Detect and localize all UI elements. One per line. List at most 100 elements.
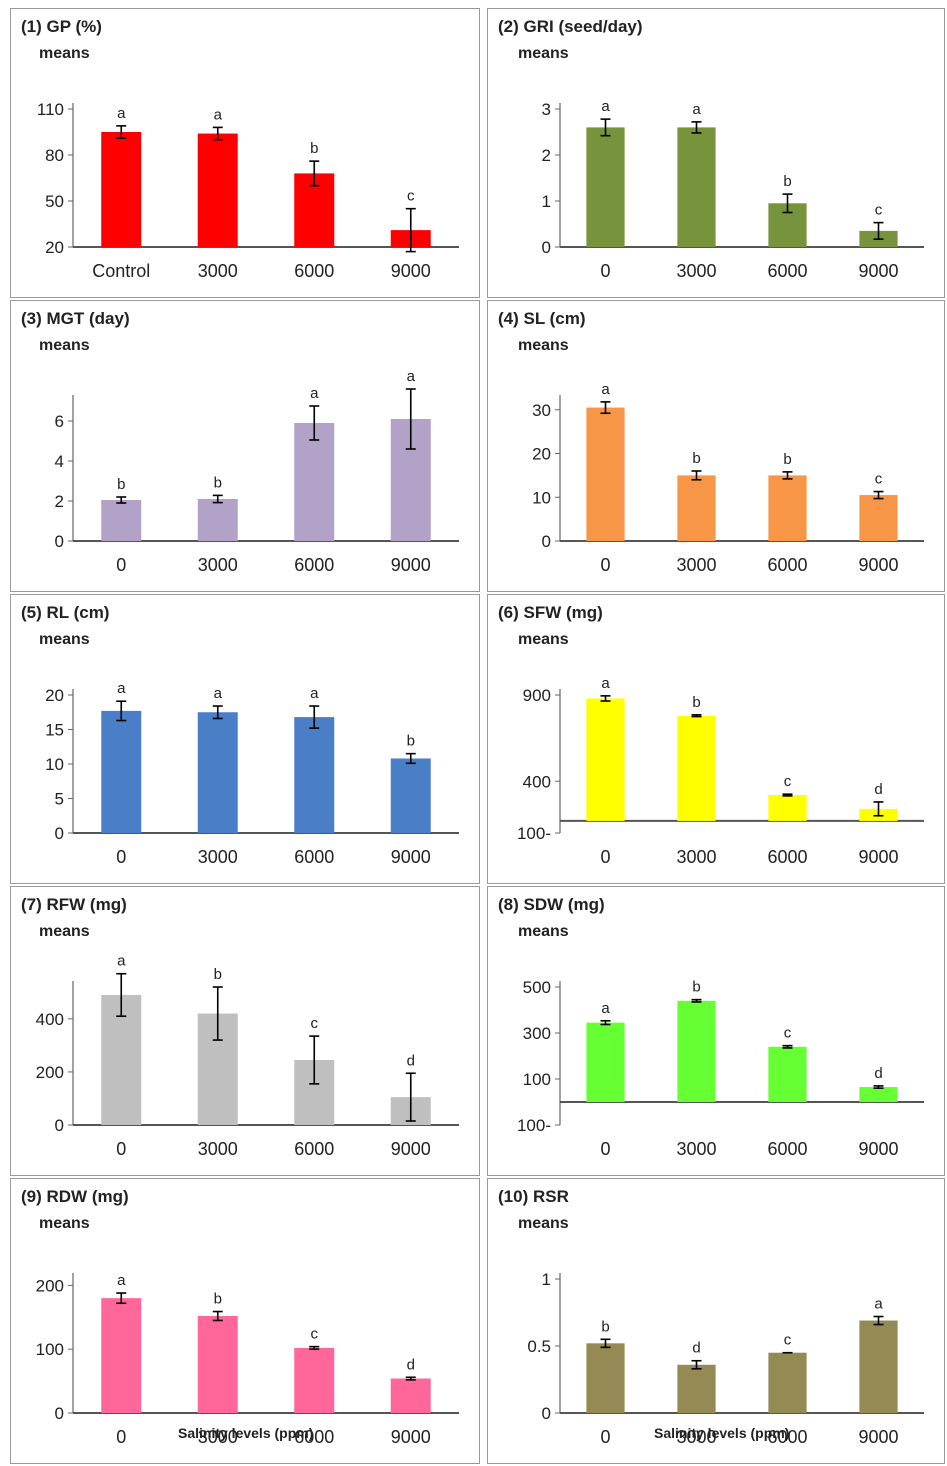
y-axis-label: means bbox=[518, 631, 569, 648]
y-tick-label: 5 bbox=[55, 790, 64, 809]
bar bbox=[677, 1000, 716, 1102]
significance-letter: a bbox=[117, 105, 126, 122]
significance-letter: a bbox=[310, 385, 319, 402]
bar bbox=[101, 132, 142, 247]
x-tick-label: 6000 bbox=[294, 555, 334, 575]
error-bar bbox=[212, 126, 223, 141]
significance-letter: d bbox=[874, 781, 882, 798]
bar bbox=[197, 133, 238, 247]
error-bar bbox=[873, 1315, 884, 1326]
x-tick-label: 9000 bbox=[858, 261, 898, 281]
x-tick-label: 3000 bbox=[676, 261, 716, 281]
error-bar bbox=[782, 193, 793, 214]
bar bbox=[390, 758, 431, 833]
error-bar bbox=[116, 972, 127, 1017]
y-axis-label: means bbox=[39, 631, 90, 648]
error-bar bbox=[309, 160, 320, 187]
y-tick-label: 20 bbox=[532, 445, 551, 464]
x-tick-label: 3000 bbox=[676, 847, 716, 867]
chart-panel-9: (9) RDW (mg) means 0 100 200 a 0 b 3000 c 6000 d 900… bbox=[10, 1178, 480, 1464]
error-bar bbox=[116, 1292, 127, 1305]
bar bbox=[768, 1046, 807, 1102]
x-tick-label: 6000 bbox=[767, 555, 807, 575]
x-tick-label: 9000 bbox=[391, 847, 431, 867]
x-tick-label: 9000 bbox=[858, 847, 898, 867]
bar bbox=[677, 127, 716, 247]
significance-letter: a bbox=[214, 106, 223, 123]
error-bar bbox=[405, 752, 416, 765]
y-tick-label: 0 bbox=[542, 532, 551, 551]
y-tick-label: 0 bbox=[55, 532, 64, 551]
error-bar bbox=[691, 998, 702, 1003]
y-tick-label: 200 bbox=[36, 1276, 64, 1295]
x-tick-label: 3000 bbox=[198, 1427, 238, 1447]
bar bbox=[586, 127, 625, 247]
y-axis-label: means bbox=[39, 45, 90, 62]
significance-letter: a bbox=[214, 685, 223, 702]
x-tick-label: 3000 bbox=[198, 261, 238, 281]
x-tick-label: 3000 bbox=[676, 1427, 716, 1447]
error-bar bbox=[691, 470, 702, 481]
significance-letter: d bbox=[692, 1340, 700, 1357]
significance-letter: b bbox=[692, 979, 700, 996]
y-tick-label: 1 bbox=[542, 192, 551, 211]
y-tick-label: 3 bbox=[542, 100, 551, 119]
error-bar bbox=[600, 1338, 611, 1349]
x-tick-label: 6000 bbox=[767, 261, 807, 281]
chart-plot: 20 50 80 110 a Control a 3000 b 6000 c 9000 bbox=[37, 100, 459, 281]
bar bbox=[677, 715, 716, 821]
chart-title: (6) SFW (mg) bbox=[498, 603, 603, 622]
x-tick-label: 0 bbox=[116, 555, 126, 575]
chart-panel-10: (10) RSR means 0 0.5 1 b 0 d 3000 c 6000 a 9000 Salin… bbox=[487, 1178, 945, 1464]
significance-letter: a bbox=[601, 675, 610, 692]
error-bar bbox=[873, 1085, 884, 1089]
error-bar bbox=[405, 388, 416, 450]
error-bar bbox=[782, 1044, 793, 1049]
y-tick-label: 6 bbox=[55, 412, 64, 431]
y-tick-label: 4 bbox=[55, 452, 64, 471]
error-bar bbox=[873, 801, 884, 817]
x-tick-label: 0 bbox=[600, 261, 610, 281]
bar bbox=[768, 475, 807, 541]
significance-letter: b bbox=[692, 694, 700, 711]
error-bar bbox=[782, 471, 793, 480]
y-tick-label: 400 bbox=[523, 772, 551, 791]
error-bar bbox=[691, 1359, 702, 1370]
chart-plot: 0 5 10 15 20 a 0 a 3000 a 6000 b 9000 bbox=[45, 680, 459, 867]
x-tick-label: 9000 bbox=[858, 1427, 898, 1447]
significance-letter: b bbox=[407, 733, 415, 750]
chart-title: (2) GRI (seed/day) bbox=[498, 17, 643, 36]
bar bbox=[390, 1378, 431, 1413]
y-tick-label: 30 bbox=[532, 401, 551, 420]
chart-title: (1) GP (%) bbox=[21, 17, 102, 36]
significance-letter: c bbox=[784, 1332, 792, 1349]
error-bar bbox=[212, 986, 223, 1041]
error-bar bbox=[116, 700, 127, 722]
error-bar bbox=[309, 1035, 320, 1085]
y-axis-label: means bbox=[518, 1215, 569, 1232]
significance-letter: a bbox=[692, 101, 701, 118]
y-axis-label: means bbox=[518, 45, 569, 62]
y-tick-label: 200 bbox=[36, 1063, 64, 1082]
y-tick-label: 0 bbox=[542, 1404, 551, 1423]
y-tick-label: 0.5 bbox=[527, 1337, 551, 1356]
significance-letter: a bbox=[117, 1272, 126, 1289]
x-tick-label: 3000 bbox=[676, 555, 716, 575]
chart-plot: 0 2 4 6 b 0 b 3000 a 6000 a 9000 bbox=[55, 368, 459, 575]
x-tick-label: 9000 bbox=[858, 555, 898, 575]
y-tick-label: 50 bbox=[45, 192, 64, 211]
y-tick-label: 80 bbox=[45, 146, 64, 165]
chart-panel-4: (4) SL (cm) means 0 10 20 30 a 0 b 3000 b 6000 c 9000 bbox=[487, 300, 945, 592]
significance-letter: a bbox=[407, 368, 416, 385]
bar bbox=[294, 423, 335, 541]
y-tick-label: 400 bbox=[36, 1010, 64, 1029]
significance-letter: d bbox=[407, 1356, 415, 1373]
chart-panel-6: (6) SFW (mg) means 900 400 100- a 0 b 3000 c 6000 d… bbox=[487, 594, 945, 884]
x-tick-label: Control bbox=[92, 261, 150, 281]
y-tick-label: 100- bbox=[517, 824, 551, 843]
significance-letter: b bbox=[214, 474, 222, 491]
x-tick-label: 0 bbox=[116, 847, 126, 867]
chart-plot: 0 1 2 3 a 0 a 3000 b 6000 c 9000 bbox=[542, 98, 924, 281]
x-tick-label: 3000 bbox=[198, 1139, 238, 1159]
y-axis-label: means bbox=[518, 337, 569, 354]
